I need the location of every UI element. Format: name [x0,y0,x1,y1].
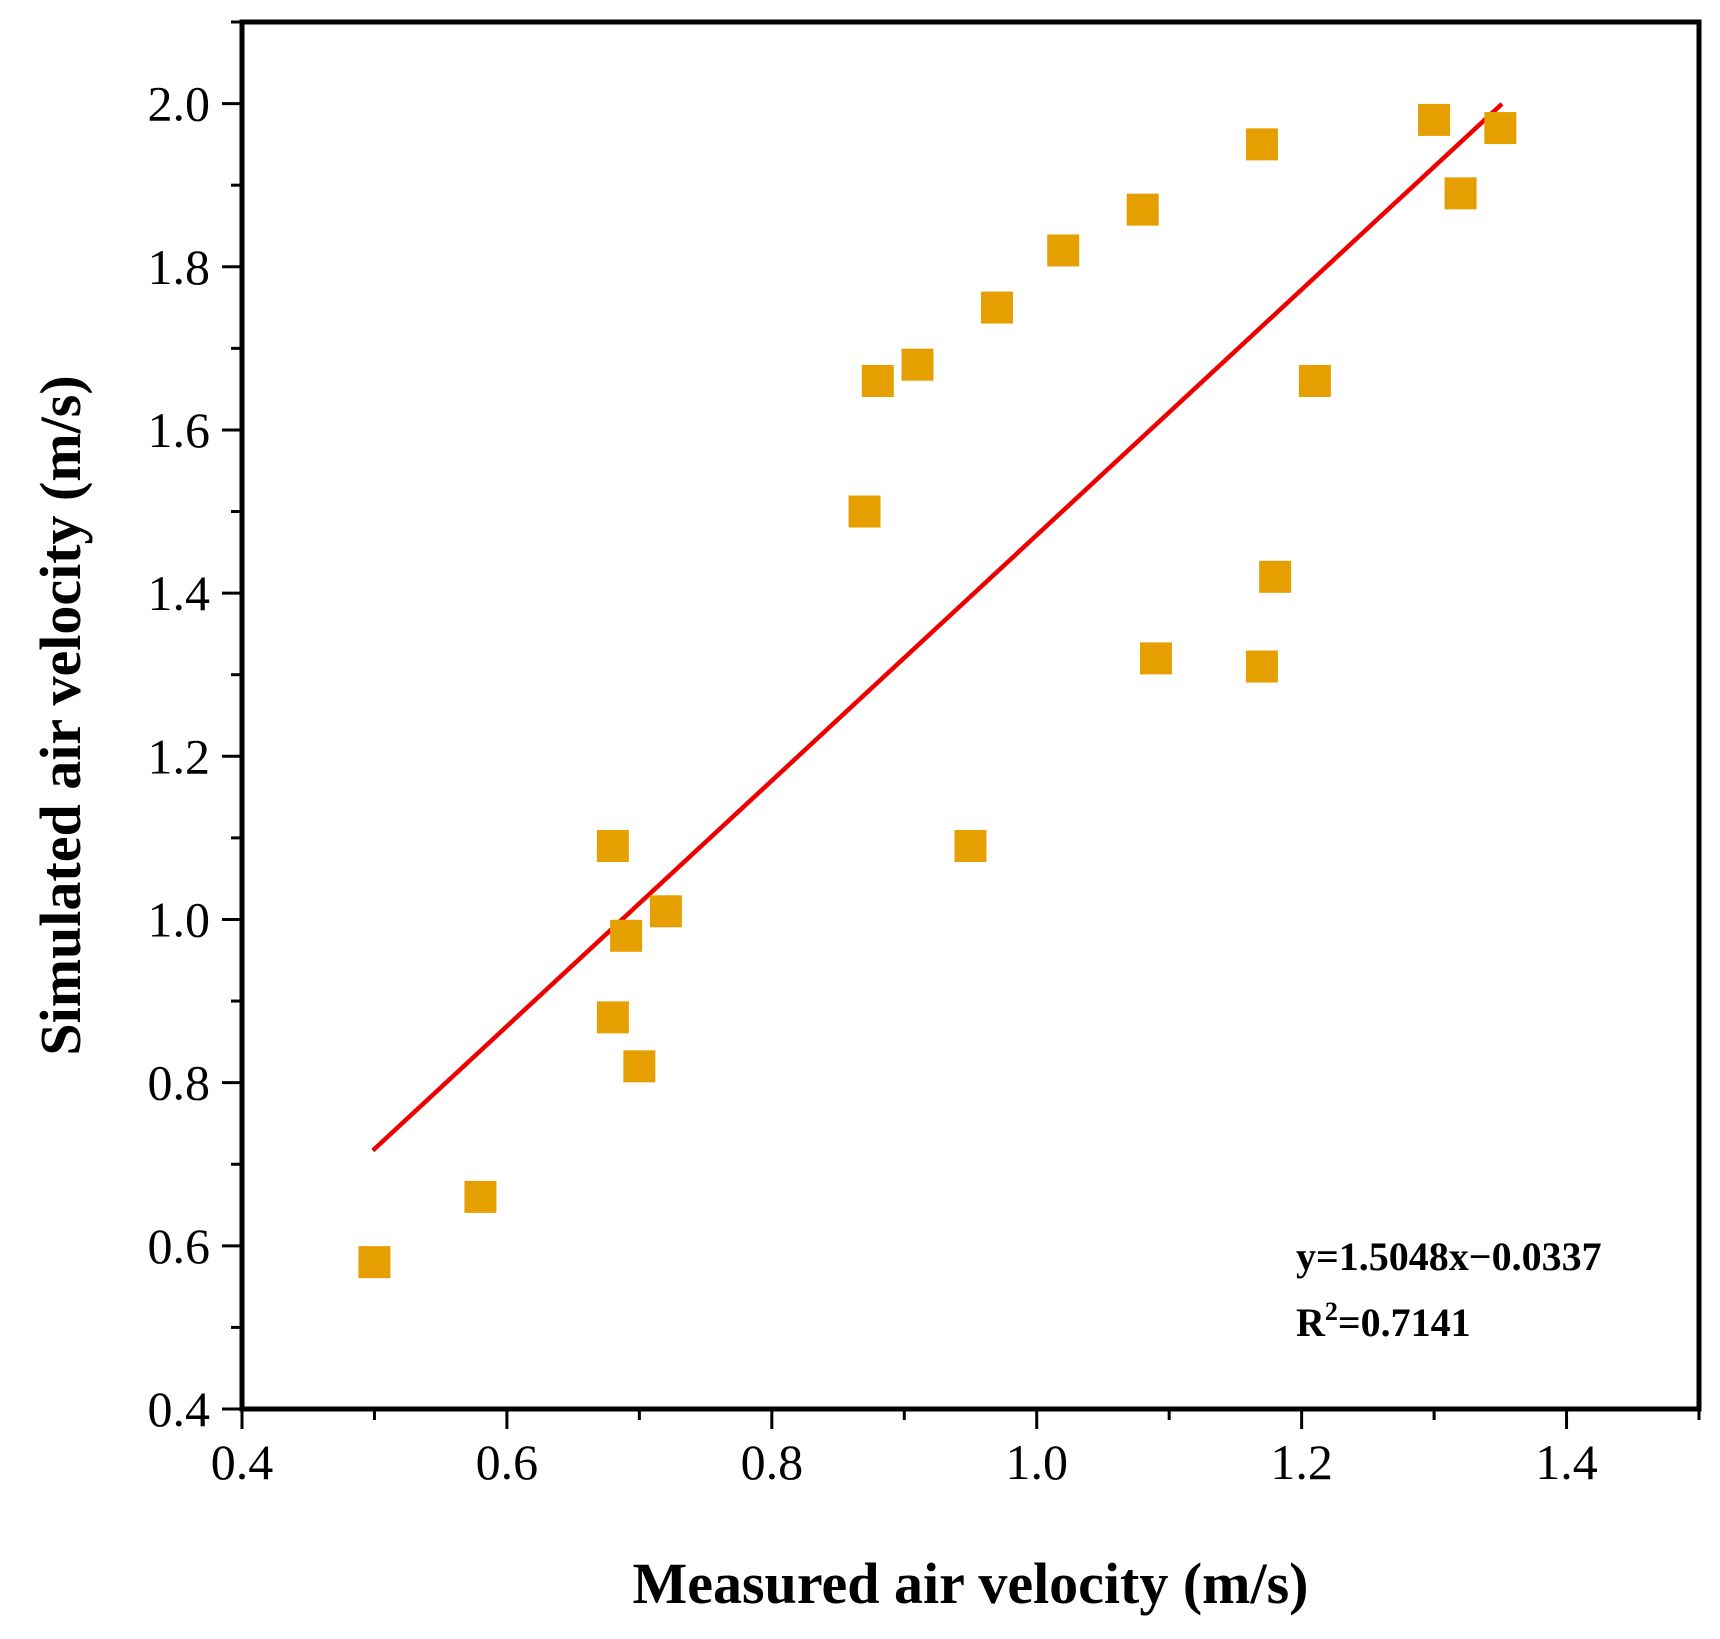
data-point [901,348,934,381]
y-tick-label: 1.4 [148,565,211,621]
r-squared-annotation: R2=0.7141 [1296,1297,1471,1345]
data-point [610,919,643,952]
data-point [358,1246,391,1279]
data-point [1126,193,1159,226]
data-point [954,830,987,863]
data-point [464,1180,497,1213]
x-tick-label: 1.4 [1535,1434,1598,1490]
r-squared-value: =0.7141 [1338,1300,1471,1345]
regression-equation: y=1.5048x−0.0337 [1296,1234,1602,1279]
x-tick-label: 1.0 [1005,1434,1068,1490]
r-squared-superscript: 2 [1325,1297,1338,1326]
y-tick-label: 0.6 [148,1218,211,1274]
data-point [1259,560,1292,593]
r-squared-letter: R [1296,1300,1326,1345]
data-point [1245,128,1278,161]
y-axis-title: Simulated air velocity (m/s) [28,375,93,1055]
y-tick-label: 1.2 [148,728,211,784]
data-point [1444,177,1477,210]
data-point [1484,112,1517,145]
y-tick-label: 0.8 [148,1055,211,1111]
y-tick-label: 2.0 [148,76,211,132]
data-point [861,364,894,397]
y-tick-label: 0.4 [148,1381,211,1437]
y-tick-label: 1.8 [148,239,211,295]
data-point [980,291,1013,324]
fit-line-layer [371,102,1504,1153]
data-point [1047,234,1080,267]
y-tick-label: 1.6 [148,402,211,458]
data-point [649,895,682,928]
plot-frame [239,19,1702,1412]
y-axis-ticks: 0.4 0.6 0.8 1.0 1.2 1.4 1.6 1.8 2.0 [148,20,242,1437]
scatter-points [358,103,1517,1279]
x-tick-label: 0.8 [741,1434,804,1490]
y-tick-label: 1.0 [148,891,211,947]
data-point [596,1001,629,1034]
data-point [596,830,629,863]
x-tick-label: 0.4 [211,1434,274,1490]
regression-line [371,102,1504,1153]
data-point [1245,650,1278,683]
data-point [1418,103,1451,136]
data-point [848,495,881,528]
x-axis-title: Measured air velocity (m/s) [633,1551,1309,1616]
data-point [623,1050,656,1083]
x-tick-label: 1.2 [1270,1434,1333,1490]
x-axis-ticks: 0.4 0.6 0.8 1.0 1.2 1.4 [211,1409,1701,1490]
data-point [1298,364,1331,397]
x-tick-label: 0.6 [476,1434,539,1490]
data-point [1139,642,1172,675]
